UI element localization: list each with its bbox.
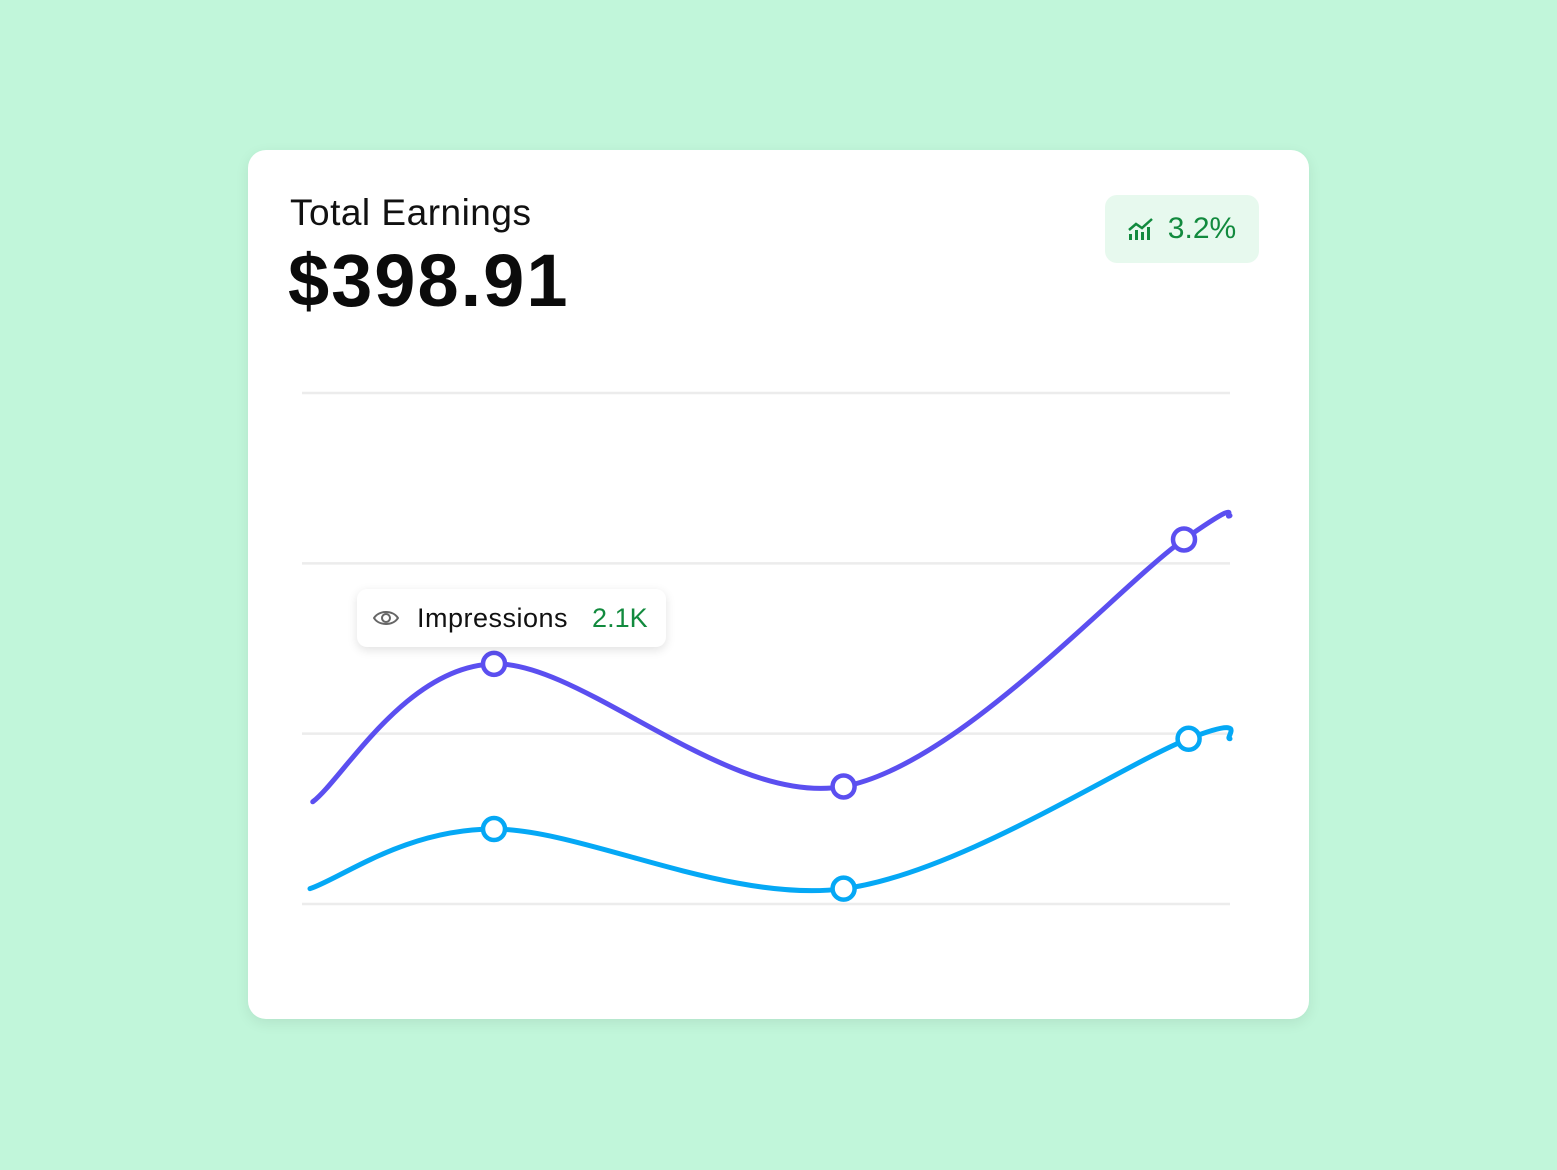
card-title: Total Earnings bbox=[290, 192, 532, 233]
tooltip-value: 2.1K bbox=[592, 602, 648, 633]
growth-value: 3.2% bbox=[1167, 212, 1237, 245]
trend-chart-icon bbox=[1127, 218, 1153, 240]
data-point[interactable] bbox=[480, 650, 508, 678]
data-point[interactable] bbox=[830, 773, 857, 800]
data-point[interactable] bbox=[1170, 526, 1198, 553]
tooltip-label: Impressions bbox=[417, 602, 569, 633]
growth-badge: 3.2% bbox=[1105, 195, 1259, 263]
series-line-1 bbox=[307, 725, 1234, 894]
series-line-0 bbox=[310, 509, 1233, 805]
data-point[interactable] bbox=[480, 815, 508, 843]
earnings-amount: $398.91 bbox=[288, 239, 570, 322]
data-point[interactable] bbox=[830, 875, 857, 902]
data-point[interactable] bbox=[1175, 725, 1202, 753]
impressions-tooltip: Impressions 2.1K bbox=[357, 589, 666, 647]
eye-icon bbox=[373, 611, 399, 625]
